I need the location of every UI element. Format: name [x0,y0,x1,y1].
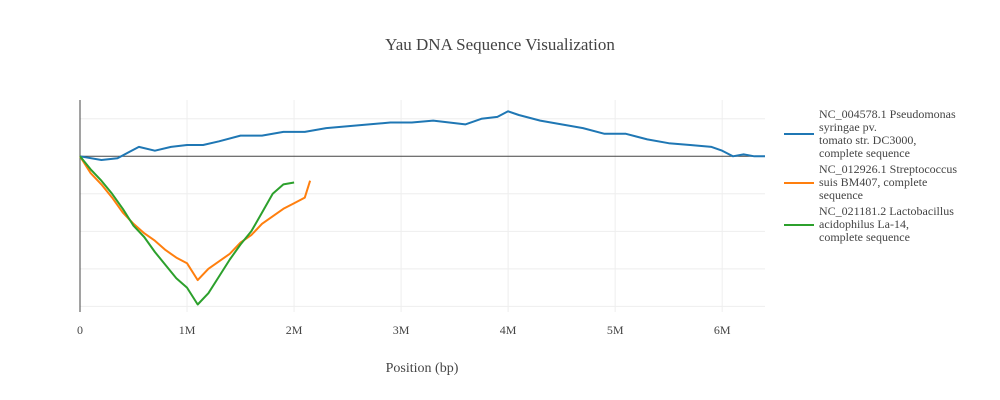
legend-item-3[interactable]: NC_021181.2 Lactobacillus acidophilus La-… [782,205,992,244]
legend-swatch [784,182,814,184]
legend-swatch [784,224,814,226]
x-tick-label: 5M [607,323,624,337]
series-line-3[interactable] [79,155,295,306]
x-tick-label: 2M [286,323,303,337]
x-tick-labels: 0 1M 2M 3M 4M 5M 6M [77,323,731,337]
x-tick-label: 6M [714,323,731,337]
series-line-1[interactable] [79,110,765,161]
x-tick-label: 0 [77,323,83,337]
x-tick-label: 3M [393,323,410,337]
series-line-2[interactable] [79,155,312,282]
gridlines [80,100,765,312]
legend-label: NC_004578.1 Pseudomonas syringae pv. tomat… [819,107,956,160]
x-tick-label: 4M [500,323,517,337]
axes [79,100,765,312]
x-axis-label: Position (bp) [386,361,459,376]
series-lines[interactable] [79,110,765,306]
legend-label: NC_012926.1 Streptococcus suis BM407, com… [819,162,957,202]
legend-item-1[interactable]: NC_004578.1 Pseudomonas syringae pv. tomat… [782,108,992,160]
legend: NC_004578.1 Pseudomonas syringae pv. tomat… [782,108,992,247]
x-tick-label: 1M [179,323,196,337]
legend-item-2[interactable]: NC_012926.1 Streptococcus suis BM407, com… [782,163,992,202]
legend-label: NC_021181.2 Lactobacillus acidophilus La-… [819,204,954,244]
legend-swatch [784,133,814,135]
chart-title: Yau DNA Sequence Visualization [385,35,615,54]
